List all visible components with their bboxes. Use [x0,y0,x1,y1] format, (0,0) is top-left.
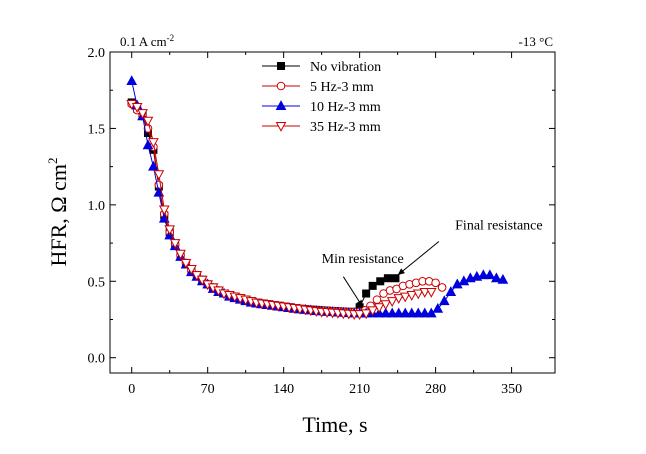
temperature-label: -13 °C [519,34,553,49]
data-point-no-vibration [383,274,392,283]
data-point-35-hz-3-mm [142,116,154,127]
legend-item: 10 Hz-3 mm [262,100,381,115]
annotation-label: Min resistance [322,252,404,267]
data-point-no-vibration [376,277,385,286]
legend-item: No vibration [262,60,381,75]
data-point-10-hz-3-mm [484,269,496,280]
y-axis-title-main: HFR, Ω cm [46,164,71,267]
data-point-5-hz-3-mm [437,283,447,292]
data-point-10-hz-3-mm [497,273,509,284]
data-point-35-hz-3-mm [354,310,365,320]
annotation-arrowhead [356,299,363,308]
y-tick-label: 0.0 [88,352,106,367]
data-point-10-hz-3-mm [126,75,138,86]
legend-item: 35 Hz-3 mm [262,120,381,135]
data-point-35-hz-3-mm [186,265,197,275]
data-point-35-hz-3-mm [380,300,392,311]
y-tick-label: 1.5 [88,122,106,137]
data-point-35-hz-3-mm [360,309,372,320]
data-point-35-hz-3-mm [169,239,181,249]
y-axis-ticks: 0.0 0.5 1.0 1.5 2.0 [88,46,555,367]
data-point-10-hz-3-mm [478,269,489,280]
data-point-no-vibration [391,274,400,283]
legend-item: 5 Hz-3 mm [262,80,374,95]
data-point-35-hz-3-mm [158,205,170,216]
data-point-35-hz-3-mm [399,292,411,303]
data-point-35-hz-3-mm [419,287,431,298]
x-axis-ticks: 0 70 140 210 280 350 [128,52,522,397]
series-line-10-hz-3-mm [131,80,504,314]
annotation-arrowhead [397,268,405,276]
current-density-superscript: -2 [167,33,175,43]
legend-marker [277,62,285,70]
x-axis-title: Time, s [302,412,367,437]
annotation-layer: Min resistance Final resistance [322,218,543,308]
data-point-35-hz-3-mm [175,249,186,260]
data-point-10-hz-3-mm [432,302,444,313]
data-point-10-hz-3-mm [406,307,418,318]
data-point-35-hz-3-mm [393,294,405,304]
data-point-10-hz-3-mm [142,139,154,150]
legend-label: No vibration [310,60,381,75]
x-tick-label: 280 [425,382,446,397]
data-point-10-hz-3-mm [412,307,424,318]
data-point-10-hz-3-mm [438,295,450,306]
legend-marker [275,122,287,132]
data-point-10-hz-3-mm [491,272,502,283]
x-tick-label: 210 [349,382,370,397]
series-35-hz-3-mm [126,99,437,320]
data-point-35-hz-3-mm [180,258,192,269]
data-point-35-hz-3-mm [153,170,165,181]
data-point-35-hz-3-mm [406,291,418,301]
plot-frame [109,51,556,374]
data-point-10-hz-3-mm [380,307,392,318]
data-point-35-hz-3-mm [412,289,424,300]
data-point-no-vibration [368,281,377,290]
y-tick-label: 1.0 [88,199,106,214]
annotation-label: Final resistance [455,218,542,233]
data-point-no-vibration [362,289,371,298]
x-tick-label: 350 [501,382,522,397]
y-axis-title-superscript: 2 [45,157,60,164]
data-point-35-hz-3-mm [386,297,398,308]
legend-label: 35 Hz-3 mm [310,120,381,135]
y-tick-label: 2.0 [88,46,106,61]
series-layer [126,75,509,320]
data-point-35-hz-3-mm [148,138,159,149]
data-point-5-hz-3-mm [431,278,440,288]
data-point-35-hz-3-mm [425,287,437,298]
legend-marker [276,81,286,91]
x-tick-label: 0 [128,382,135,397]
legend-label: 5 Hz-3 mm [310,80,374,95]
y-axis-title: HFR, Ω cm2 [45,157,71,266]
current-density-main: 0.1 A cm [120,34,167,49]
legend: No vibration 5 Hz-3 mm 10 Hz-3 mm 35 Hz-3 m… [262,60,381,135]
x-tick-label: 70 [201,382,215,397]
data-point-35-hz-3-mm [164,225,176,236]
data-point-10-hz-3-mm [148,160,159,171]
annotation-arrow [397,241,440,276]
data-point-35-hz-3-mm [137,109,148,119]
data-point-10-hz-3-mm [445,286,457,296]
legend-label: 10 Hz-3 mm [310,100,381,115]
legend-marker [275,100,287,110]
data-point-10-hz-3-mm [399,307,411,318]
data-point-10-hz-3-mm [393,307,405,318]
series-5-hz-3-mm [127,99,447,317]
current-density-label: 0.1 A cm-2 [120,33,174,49]
data-point-5-hz-3-mm [372,295,382,304]
data-point-10-hz-3-mm [419,307,431,318]
data-point-35-hz-3-mm [367,306,378,317]
y-tick-label: 0.5 [88,275,106,290]
series-line-35-hz-3-mm [131,103,432,315]
data-point-35-hz-3-mm [373,303,385,314]
data-point-35-hz-3-mm [131,103,143,113]
x-tick-label: 140 [273,382,294,397]
data-point-10-hz-3-mm [386,307,398,318]
